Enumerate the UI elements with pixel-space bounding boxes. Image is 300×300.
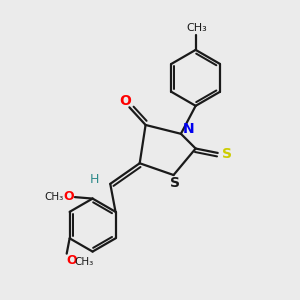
Text: CH₃: CH₃: [44, 192, 63, 202]
Text: S: S: [222, 147, 232, 161]
Text: S: S: [170, 176, 180, 190]
Text: CH₃: CH₃: [74, 257, 93, 267]
Text: O: O: [67, 254, 77, 267]
Text: O: O: [63, 190, 74, 203]
Text: H: H: [89, 173, 99, 186]
Text: N: N: [182, 122, 194, 136]
Text: CH₃: CH₃: [187, 23, 208, 33]
Text: O: O: [119, 94, 131, 108]
